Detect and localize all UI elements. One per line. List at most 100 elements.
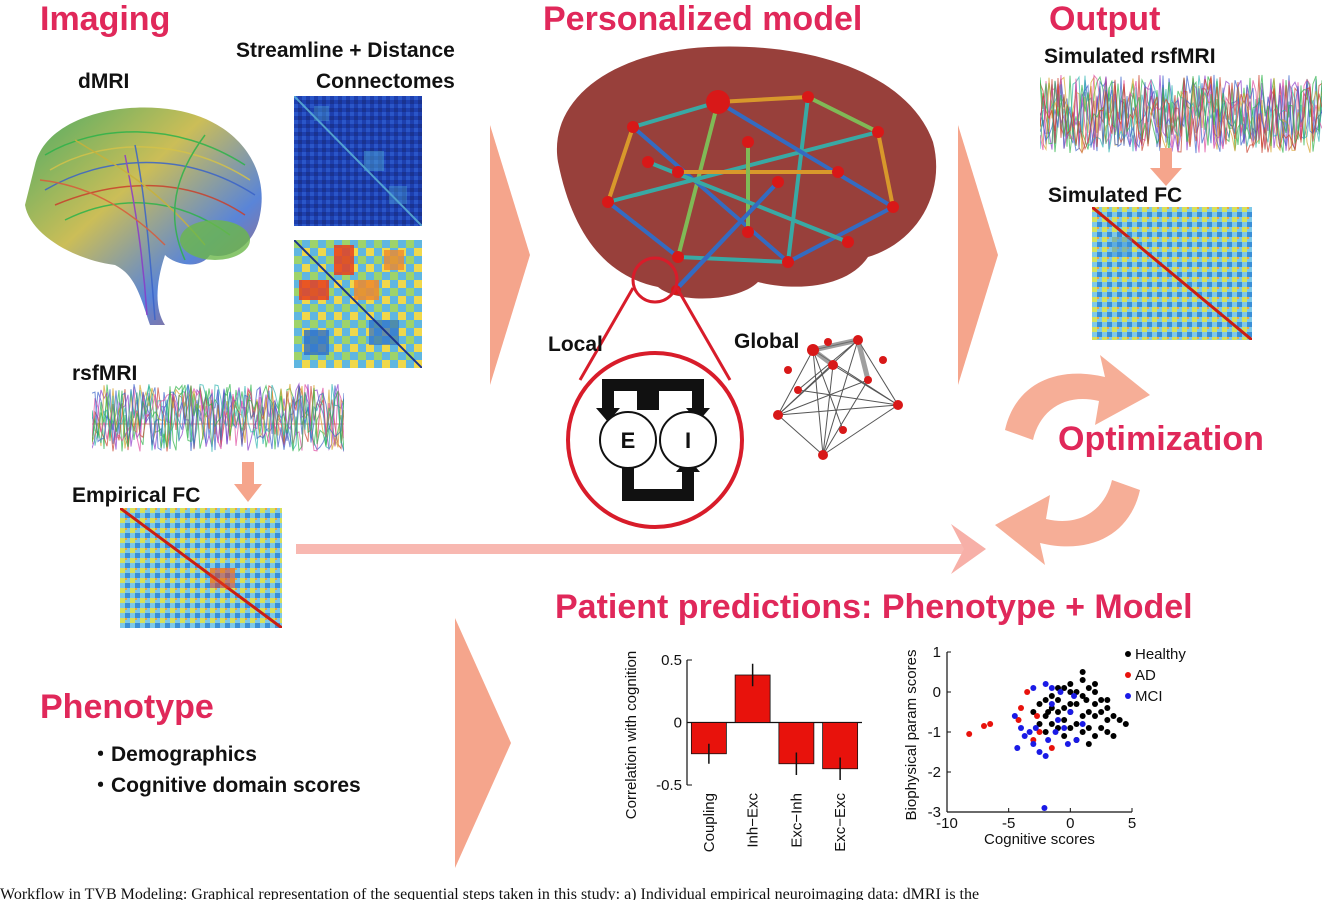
scatter-point [1055, 709, 1061, 715]
scatter-point [1036, 749, 1043, 755]
scatter-point [1092, 733, 1098, 739]
phenotype-item-cognitive-scores: ・Cognitive domain scores [90, 774, 361, 797]
scatter-point [1104, 705, 1111, 711]
simulated-rsfmri-label: Simulated rsfMRI [1044, 45, 1216, 68]
scatter-point [1092, 701, 1098, 707]
global-label: Global [734, 330, 800, 353]
fc-to-optimization-arrow [296, 524, 986, 574]
scatter-point [1021, 733, 1028, 739]
legend-swatch [1125, 672, 1131, 678]
scatter-point [1067, 689, 1074, 695]
legend-label: Healthy [1135, 646, 1186, 663]
scatter-point [1026, 729, 1033, 735]
optimization-cycle-icon [995, 355, 1150, 565]
scatter-xtick-label: 5 [1128, 815, 1136, 832]
scatter-point [1067, 709, 1074, 715]
bar-category-label: Coupling [701, 793, 718, 852]
scatter-point [1048, 693, 1055, 699]
scatter-point [1036, 729, 1043, 735]
scatter-point [1067, 725, 1074, 731]
scatter-point [981, 723, 987, 729]
scatter-point [1067, 681, 1074, 687]
imaging-to-model-arrow [490, 125, 530, 385]
personalized-brain-network [556, 46, 937, 299]
empirical-fc-label: Empirical FC [72, 484, 201, 507]
scatter-point [1085, 685, 1092, 691]
output-heading: Output [1049, 0, 1161, 38]
scatter-point [1067, 701, 1074, 707]
scatter-point [1042, 729, 1049, 735]
scatter-point [1032, 725, 1039, 731]
simulated-rsfmri-timeseries [1040, 74, 1322, 154]
phenotype-item-demographics: ・Demographics [90, 743, 257, 766]
scatter-point [1014, 745, 1021, 751]
scatter-point [1052, 729, 1059, 735]
scatter-point [1071, 693, 1078, 699]
rsfmri-timeseries [92, 382, 344, 453]
scatter-point [1048, 721, 1055, 727]
scatter-point [1079, 677, 1086, 683]
bar-category-label: Inh−Exc [745, 793, 762, 848]
scatter-legend: Healthy AD MCI [1125, 646, 1186, 705]
node-e-label: E [621, 428, 636, 453]
scatter-point [1048, 701, 1055, 707]
scatter-xtick-label: -5 [1002, 815, 1015, 832]
personalized-model-heading: Personalized model [543, 0, 863, 38]
model-to-output-arrow [958, 125, 998, 385]
scatter-point [1061, 733, 1068, 739]
cognitive-scatter-chart: Biophysical param scores 1 0 -1 -2 -3-10 -5 0 5… [903, 644, 1186, 848]
scatter-point [1085, 709, 1092, 715]
scatter-point [1042, 697, 1049, 703]
scatter-ytick-label: -1 [928, 724, 941, 741]
scatter-point [1092, 689, 1098, 695]
scatter-point [1085, 741, 1092, 747]
scatter-ylabel: Biophysical param scores [903, 650, 920, 821]
scatter-point [1024, 689, 1031, 695]
scatter-point [987, 721, 994, 727]
dmri-tractography-image [25, 107, 262, 326]
global-network [773, 335, 903, 460]
scatter-xtick-label: -10 [936, 815, 958, 832]
scatter-point [1042, 753, 1049, 759]
scatter-xlabel: Cognitive scores [984, 831, 1095, 848]
scatter-point [1061, 705, 1068, 711]
scatter-point [1098, 697, 1105, 703]
bar-ytick-label: 0 [674, 715, 682, 732]
scatter-point [1079, 669, 1086, 675]
legend-label: MCI [1135, 688, 1163, 705]
scatter-point [1061, 725, 1068, 731]
bar-category-label: Exc−Exc [832, 793, 849, 852]
distance-connectome-matrix [294, 240, 422, 368]
local-label: Local [548, 333, 603, 356]
phenotype-heading: Phenotype [40, 688, 214, 726]
scatter-point [1110, 713, 1117, 719]
legend-label: AD [1135, 667, 1156, 684]
bar-ytick-label: -0.5 [656, 777, 682, 794]
patient-predictions-heading: Patient predictions: Phenotype + Model [555, 588, 1193, 626]
scatter-point [1104, 729, 1111, 735]
scatter-point [1116, 717, 1123, 723]
scatter-axes: 1 0 -1 -2 -3-10 -5 0 5 Cognitive scores [928, 644, 1137, 848]
scatter-point [1041, 805, 1048, 811]
scatter-point [1042, 681, 1049, 687]
scatter-point [1015, 717, 1022, 723]
figure-caption: Workflow in TVB Modeling: Graphical repr… [0, 886, 980, 900]
scatter-point [1073, 737, 1080, 743]
scatter-point [1055, 697, 1061, 703]
dmri-label: dMRI [78, 70, 130, 93]
scatter-point [1079, 693, 1086, 699]
connectomes-label-line1: Streamline + Distance [236, 39, 455, 62]
simulated-fc-matrix [1092, 207, 1252, 340]
scatter-point [1055, 717, 1061, 723]
scatter-point [1034, 713, 1041, 719]
scatter-point [1048, 745, 1055, 751]
scatter-point [1079, 729, 1086, 735]
correlation-bar-chart: Correlation with cognition 0.5 0 -0.5 Coupl… [623, 651, 862, 852]
scatter-point [1048, 685, 1055, 691]
scatter-point [1018, 725, 1024, 731]
scatter-point [1104, 697, 1111, 703]
rsfmri-label: rsfMRI [72, 362, 138, 385]
scatter-point [1083, 697, 1090, 703]
scatter-point [1064, 741, 1071, 747]
rsfmri-to-fc-arrow [234, 462, 262, 502]
